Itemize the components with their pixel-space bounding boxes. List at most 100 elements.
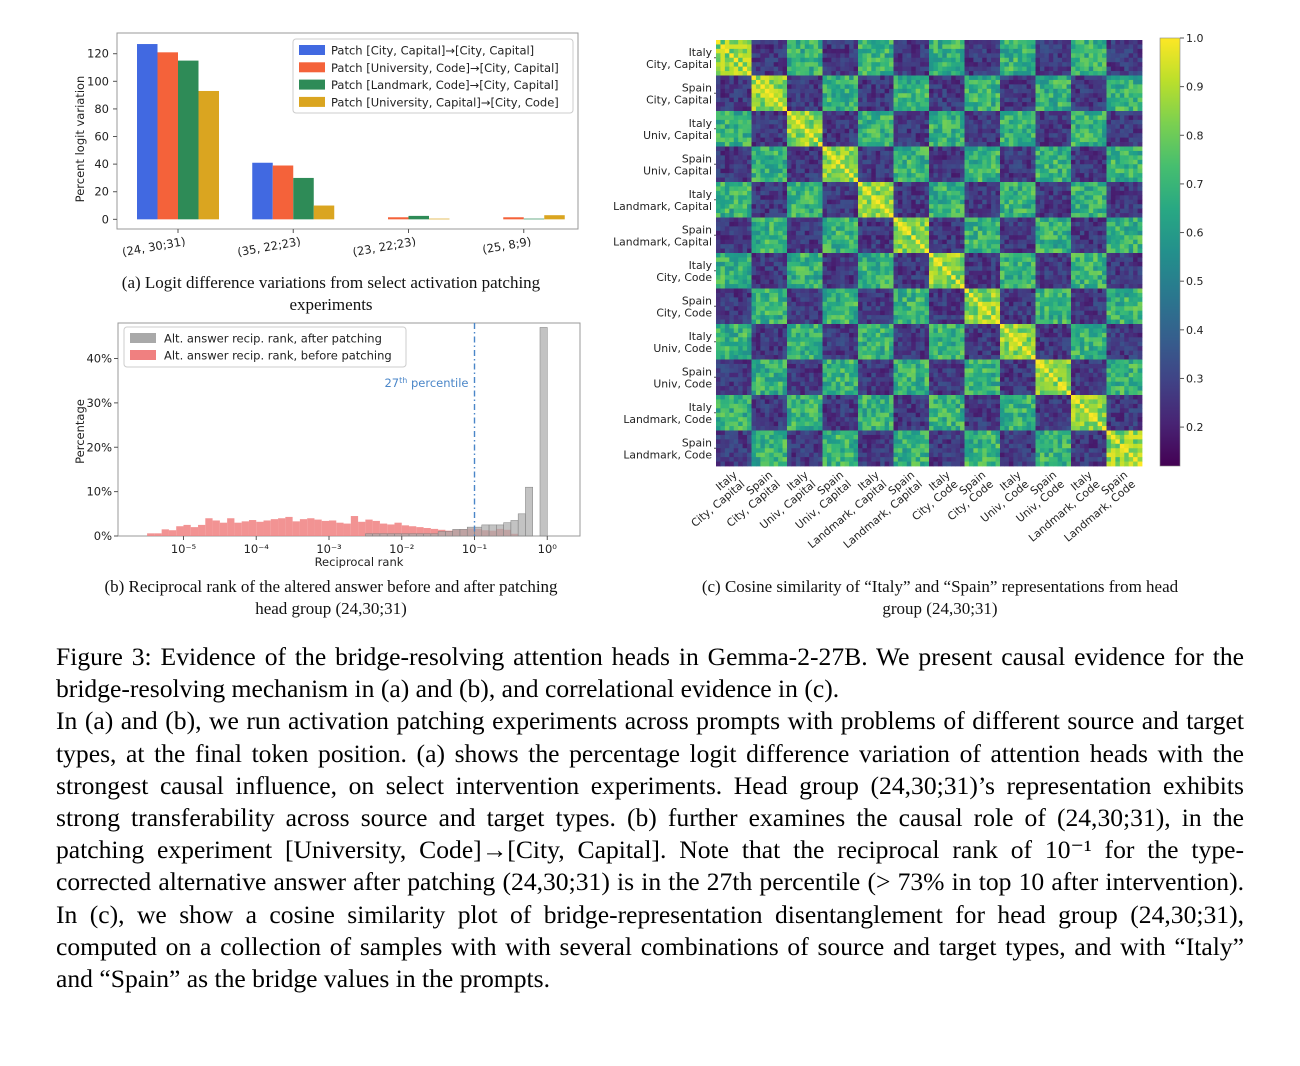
heatmap-cell bbox=[760, 62, 766, 68]
heatmap-cell bbox=[818, 159, 823, 165]
heatmap-cell bbox=[795, 173, 801, 178]
hist-bar bbox=[437, 531, 446, 537]
heatmap-cell bbox=[720, 102, 726, 107]
heatmap-cell bbox=[915, 204, 921, 210]
heatmap-cell bbox=[911, 102, 917, 107]
heatmap-cell bbox=[760, 173, 766, 178]
heatmap-cell bbox=[1097, 115, 1103, 121]
heatmap-cell bbox=[929, 124, 934, 130]
heatmap-cell bbox=[840, 57, 846, 63]
heatmap-cell bbox=[1102, 226, 1107, 232]
heatmap-cell bbox=[787, 168, 792, 174]
heatmap-cell bbox=[929, 226, 934, 232]
heatmap-cell bbox=[1062, 164, 1067, 170]
heatmap-cell bbox=[795, 244, 801, 249]
heatmap-cell bbox=[968, 235, 974, 241]
heatmap-cell bbox=[964, 159, 970, 165]
heatmap-cell bbox=[977, 213, 983, 218]
heatmap-cell bbox=[1071, 93, 1076, 99]
heatmap-cell bbox=[1079, 253, 1085, 258]
heatmap-cell bbox=[1008, 244, 1014, 249]
heatmap-cell bbox=[933, 146, 939, 152]
heatmap-cell bbox=[1097, 199, 1103, 205]
heatmap-cell bbox=[742, 239, 748, 245]
heatmap-cell bbox=[920, 102, 925, 107]
hist-bar bbox=[387, 524, 395, 536]
heatmap-cell bbox=[795, 88, 801, 94]
heatmap-cell bbox=[1084, 221, 1090, 227]
heatmap-cell bbox=[826, 239, 832, 245]
heatmap-cell bbox=[924, 93, 930, 99]
heatmap-cell bbox=[1026, 146, 1032, 152]
heatmap-cell bbox=[889, 177, 894, 183]
heatmap-cell bbox=[911, 71, 917, 76]
heatmap-cell bbox=[1084, 57, 1090, 63]
heatmap-cell bbox=[751, 133, 757, 139]
heatmap-cell bbox=[1017, 164, 1023, 170]
heatmap-cell bbox=[924, 40, 930, 45]
heatmap-cell bbox=[1013, 230, 1019, 236]
heatmap-cell bbox=[1000, 137, 1005, 143]
heatmap-cell bbox=[818, 62, 823, 68]
heatmap-cell bbox=[897, 48, 903, 54]
heatmap-cell bbox=[1088, 150, 1094, 156]
heatmap-cell bbox=[835, 146, 841, 152]
heatmap-cell bbox=[853, 115, 859, 121]
heatmap-cell bbox=[1035, 97, 1041, 103]
heatmap-cell bbox=[1022, 88, 1028, 94]
heatmap-cell bbox=[942, 75, 948, 81]
heatmap-cell bbox=[809, 177, 815, 183]
heatmap-cell bbox=[849, 257, 854, 263]
heatmap-cell bbox=[1026, 182, 1032, 187]
heatmap-cell bbox=[1031, 57, 1036, 63]
heatmap-cell bbox=[1053, 226, 1059, 232]
heatmap-cell bbox=[778, 230, 783, 236]
heatmap-cell bbox=[791, 235, 797, 241]
heatmap-cell bbox=[871, 142, 877, 147]
heatmap-cell bbox=[977, 62, 983, 68]
heatmap-cell bbox=[791, 124, 797, 130]
heatmap-cell bbox=[1008, 102, 1014, 107]
heatmap-cell bbox=[1106, 253, 1112, 258]
heatmap-cell bbox=[1004, 97, 1010, 103]
heatmap-cell bbox=[1097, 230, 1103, 236]
heatmap-cell bbox=[986, 62, 992, 68]
heatmap-cell bbox=[902, 190, 908, 196]
heatmap-cell bbox=[835, 106, 841, 112]
heatmap-cell bbox=[1115, 124, 1121, 130]
heatmap-cell bbox=[835, 102, 841, 107]
heatmap-cell bbox=[769, 168, 775, 174]
heatmap-cell bbox=[804, 244, 810, 249]
heatmap-cell bbox=[1035, 213, 1041, 218]
heatmap-cell bbox=[1004, 164, 1010, 170]
heatmap-cell bbox=[813, 204, 819, 210]
heatmap-cell bbox=[1071, 221, 1076, 227]
heatmap-cell bbox=[724, 146, 730, 152]
heatmap-cell bbox=[875, 248, 881, 254]
heatmap-cell bbox=[1031, 217, 1036, 223]
heatmap-cell bbox=[964, 186, 970, 192]
heatmap-cell bbox=[862, 235, 868, 241]
heatmap-cell bbox=[733, 97, 739, 103]
heatmap-cell bbox=[804, 44, 810, 50]
heatmap-cell bbox=[826, 230, 832, 236]
heatmap-cell bbox=[1124, 182, 1130, 187]
heatmap-cell bbox=[742, 230, 748, 236]
heatmap-cell bbox=[1075, 146, 1081, 152]
heatmap-cell bbox=[795, 261, 801, 267]
heatmap-cell bbox=[818, 142, 823, 147]
heatmap-cell bbox=[858, 111, 863, 116]
heatmap-cell bbox=[986, 66, 992, 72]
heatmap-cell bbox=[911, 168, 917, 174]
heatmap-cell bbox=[889, 66, 894, 72]
heatmap-cell bbox=[933, 75, 939, 81]
hist-bar bbox=[336, 522, 344, 536]
heatmap-cell bbox=[1088, 124, 1094, 130]
heatmap-cell bbox=[1093, 102, 1099, 107]
heatmap-cell bbox=[964, 75, 970, 81]
heatmap-cell bbox=[960, 173, 965, 178]
heatmap-cell bbox=[1102, 102, 1107, 107]
heatmap-cell bbox=[920, 93, 925, 99]
heatmap-cell bbox=[1075, 168, 1081, 174]
heatmap-cell bbox=[813, 142, 819, 147]
